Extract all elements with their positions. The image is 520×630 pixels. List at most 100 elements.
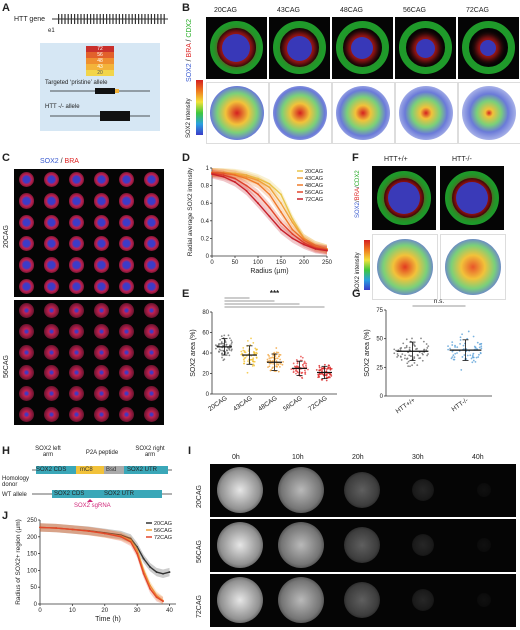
panel-label-g: G — [352, 288, 361, 300]
sample-point — [453, 358, 456, 361]
sample-point — [269, 359, 271, 362]
sample-point — [480, 347, 483, 350]
sample-point — [223, 334, 226, 337]
sample-point — [451, 350, 454, 353]
sample-point — [408, 354, 411, 357]
colony — [144, 386, 159, 402]
sample-point — [404, 357, 406, 360]
colony — [69, 407, 84, 423]
category-label: 72CAG — [307, 395, 328, 413]
sample-point — [279, 362, 282, 365]
sample-point — [467, 330, 470, 333]
data-point — [303, 241, 305, 244]
sample-point — [279, 358, 282, 361]
data-point — [55, 527, 58, 529]
data-point — [280, 211, 282, 213]
sample-point — [395, 349, 398, 352]
htt-gene-label: HTT gene — [14, 16, 45, 23]
f-col-ko: HTT-/- — [452, 156, 472, 163]
data-point — [245, 189, 248, 192]
sample-point — [405, 338, 408, 341]
sample-point — [414, 345, 416, 347]
heat-map — [462, 86, 516, 140]
colony — [44, 365, 59, 381]
colony — [94, 365, 109, 381]
i-time-label: 10h — [292, 454, 304, 461]
sample-point — [290, 368, 293, 371]
x-axis-label: Time (h) — [95, 616, 121, 623]
sample-point — [330, 367, 333, 370]
exon-tick — [154, 14, 156, 24]
sample-point — [407, 360, 410, 363]
sample-point — [323, 363, 326, 366]
sample-point — [472, 352, 475, 355]
chart-g: 0 25 50 75 SOX2 area (%) HTT+/+ HTT-/- n.s. — [364, 298, 492, 415]
sample-point — [421, 359, 424, 362]
htt-gene-diagram — [52, 14, 168, 24]
sample-point — [318, 369, 321, 372]
sample-point — [408, 346, 411, 349]
sox2-reporter-colony — [412, 479, 434, 501]
x-tick-label: 0 — [210, 260, 214, 266]
i-row-label: 20CAG — [196, 485, 203, 508]
cag-48: 48 — [86, 58, 114, 64]
sample-point — [401, 353, 404, 356]
colony — [119, 365, 134, 381]
colony — [143, 214, 160, 230]
c-grid-56cag — [14, 300, 164, 425]
x-tick-label: 30 — [134, 608, 141, 614]
colony — [118, 193, 135, 209]
sample-point — [472, 359, 475, 362]
exon-tick — [106, 14, 108, 24]
heat-colorbar — [196, 80, 203, 135]
sample-point — [228, 348, 231, 351]
exon-tick — [122, 14, 124, 24]
sample-point — [330, 375, 333, 377]
sample-point — [268, 355, 271, 357]
exon-tick — [93, 14, 95, 24]
data-point — [142, 572, 145, 575]
data-point — [291, 233, 294, 235]
b-heat-image — [332, 82, 395, 144]
colony — [94, 407, 109, 423]
sample-point — [413, 356, 416, 358]
sample-point — [242, 346, 245, 349]
f-stain-ko — [440, 166, 504, 230]
sample-point — [480, 345, 483, 348]
significance-marker: n.s. — [434, 298, 445, 305]
sample-point — [296, 370, 298, 373]
colony — [68, 214, 85, 230]
colony — [18, 171, 35, 188]
panel-label-i: I — [188, 445, 192, 457]
i-time-label: 20h — [352, 454, 364, 461]
colony — [69, 386, 84, 402]
sample-point — [272, 362, 275, 365]
b-col-label: 56CAG — [403, 7, 426, 14]
colony — [118, 171, 135, 188]
sample-point — [282, 360, 285, 363]
cag-56: 56 — [86, 52, 114, 58]
sample-point — [303, 360, 306, 363]
category-label: 48CAG — [257, 395, 278, 413]
sample-point — [423, 349, 425, 351]
sample-point — [220, 352, 223, 355]
sample-point — [247, 350, 250, 352]
sample-point — [325, 368, 328, 370]
sample-point — [240, 353, 243, 356]
sample-point — [426, 354, 429, 357]
sample-point — [243, 360, 246, 363]
sample-point — [471, 361, 474, 364]
sample-point — [325, 379, 328, 382]
sample-point — [269, 362, 272, 365]
sample-point — [405, 346, 408, 349]
sample-point — [476, 341, 479, 344]
sample-point — [449, 347, 451, 350]
data-point — [136, 552, 139, 555]
legend-label: 56CAG — [154, 528, 172, 534]
sample-point — [427, 345, 430, 347]
sox2-reporter-colony — [344, 527, 380, 563]
cdx2-ring — [399, 21, 452, 74]
x-tick-label: 250 — [322, 260, 332, 266]
y-axis-label: SOX2 area (%) — [190, 329, 197, 376]
sample-point — [328, 364, 331, 367]
